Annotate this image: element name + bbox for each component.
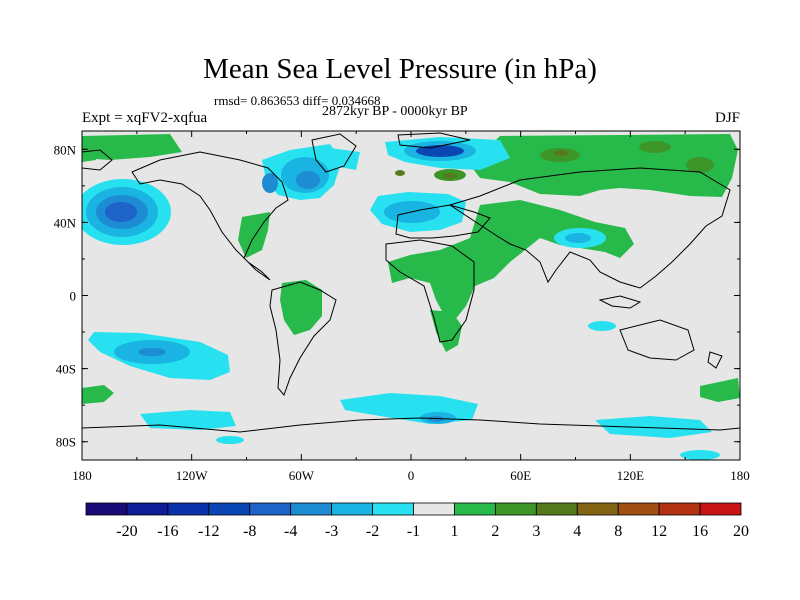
axis-labels: 80N 40N 0 40S 80S 180 120W 60W 0 60E 120E 180	[54, 142, 750, 483]
colorbar-swatch	[494, 502, 537, 516]
colorbar-swatch	[85, 502, 128, 516]
colorbar-swatch	[658, 502, 701, 516]
lon-tick-label: 0	[408, 468, 415, 483]
lon-tick-label: 60E	[510, 468, 531, 483]
lon-tick-label: 180	[72, 468, 92, 483]
lat-tick-label: 80S	[56, 435, 76, 450]
colorbar-swatch	[413, 502, 455, 516]
coastlines	[82, 132, 740, 433]
negative-anomaly-regions	[82, 137, 720, 460]
lat-tick-label: 80N	[54, 142, 77, 157]
colorbar-swatch	[535, 502, 578, 516]
colorbar-label: 2	[491, 523, 499, 540]
experiment-label: Expt = xqFV2-xqfua	[82, 110, 208, 126]
colorbar-label: -16	[157, 523, 178, 540]
colorbar-label: -8	[243, 523, 256, 540]
period-text: 2872kyr BP - 0000kyr BP	[322, 104, 468, 119]
colorbar-swatch	[617, 502, 660, 516]
colorbar-swatch	[126, 502, 169, 516]
season-label: DJF	[714, 110, 740, 126]
colorbar-label: 4	[573, 523, 581, 540]
colorbar-swatch	[290, 502, 333, 516]
colorbar-swatch	[249, 502, 292, 516]
lon-tick-label: 180	[730, 468, 750, 483]
colorbar: -20 -16 -12 -8 -4 -3 -2 -1 1 2 3 4 8 12 16 20	[85, 502, 749, 540]
colorbar-label: 3	[532, 523, 540, 540]
stats-text: rmsd= 0.863653 diff= 0.034668	[214, 93, 381, 108]
colorbar-label: 8	[614, 523, 622, 540]
colorbar-swatch	[699, 502, 742, 516]
colorbar-label: 16	[692, 523, 708, 540]
colorbar-label: -3	[325, 523, 338, 540]
stronger-positive-cores	[395, 150, 568, 179]
axis-ticks	[81, 131, 741, 460]
colorbar-swatch	[167, 502, 210, 516]
colorbar-label: -1	[407, 523, 420, 540]
colorbar-label: -4	[284, 523, 297, 540]
lat-tick-label: 40S	[56, 362, 76, 377]
map-panel	[82, 131, 740, 460]
colorbar-swatch	[576, 502, 619, 516]
colorbar-label: 12	[651, 523, 667, 540]
colorbar-label: -12	[198, 523, 219, 540]
lon-tick-label: 120E	[617, 468, 645, 483]
lat-tick-label: 0	[70, 289, 77, 304]
map-title: Mean Sea Level Pressure (in hPa)	[203, 53, 597, 85]
lon-tick-label: 120W	[176, 468, 209, 483]
colorbar-swatch	[208, 502, 251, 516]
colorbar-label: -20	[116, 523, 137, 540]
colorbar-swatch	[372, 502, 414, 516]
colorbar-label: 20	[733, 523, 749, 540]
colorbar-swatch	[331, 502, 373, 516]
lat-tick-label: 40N	[54, 215, 77, 230]
colorbar-swatch	[454, 502, 496, 516]
colorbar-label: 1	[450, 523, 458, 540]
colorbar-label: -2	[366, 523, 379, 540]
lon-tick-label: 60W	[289, 468, 315, 483]
